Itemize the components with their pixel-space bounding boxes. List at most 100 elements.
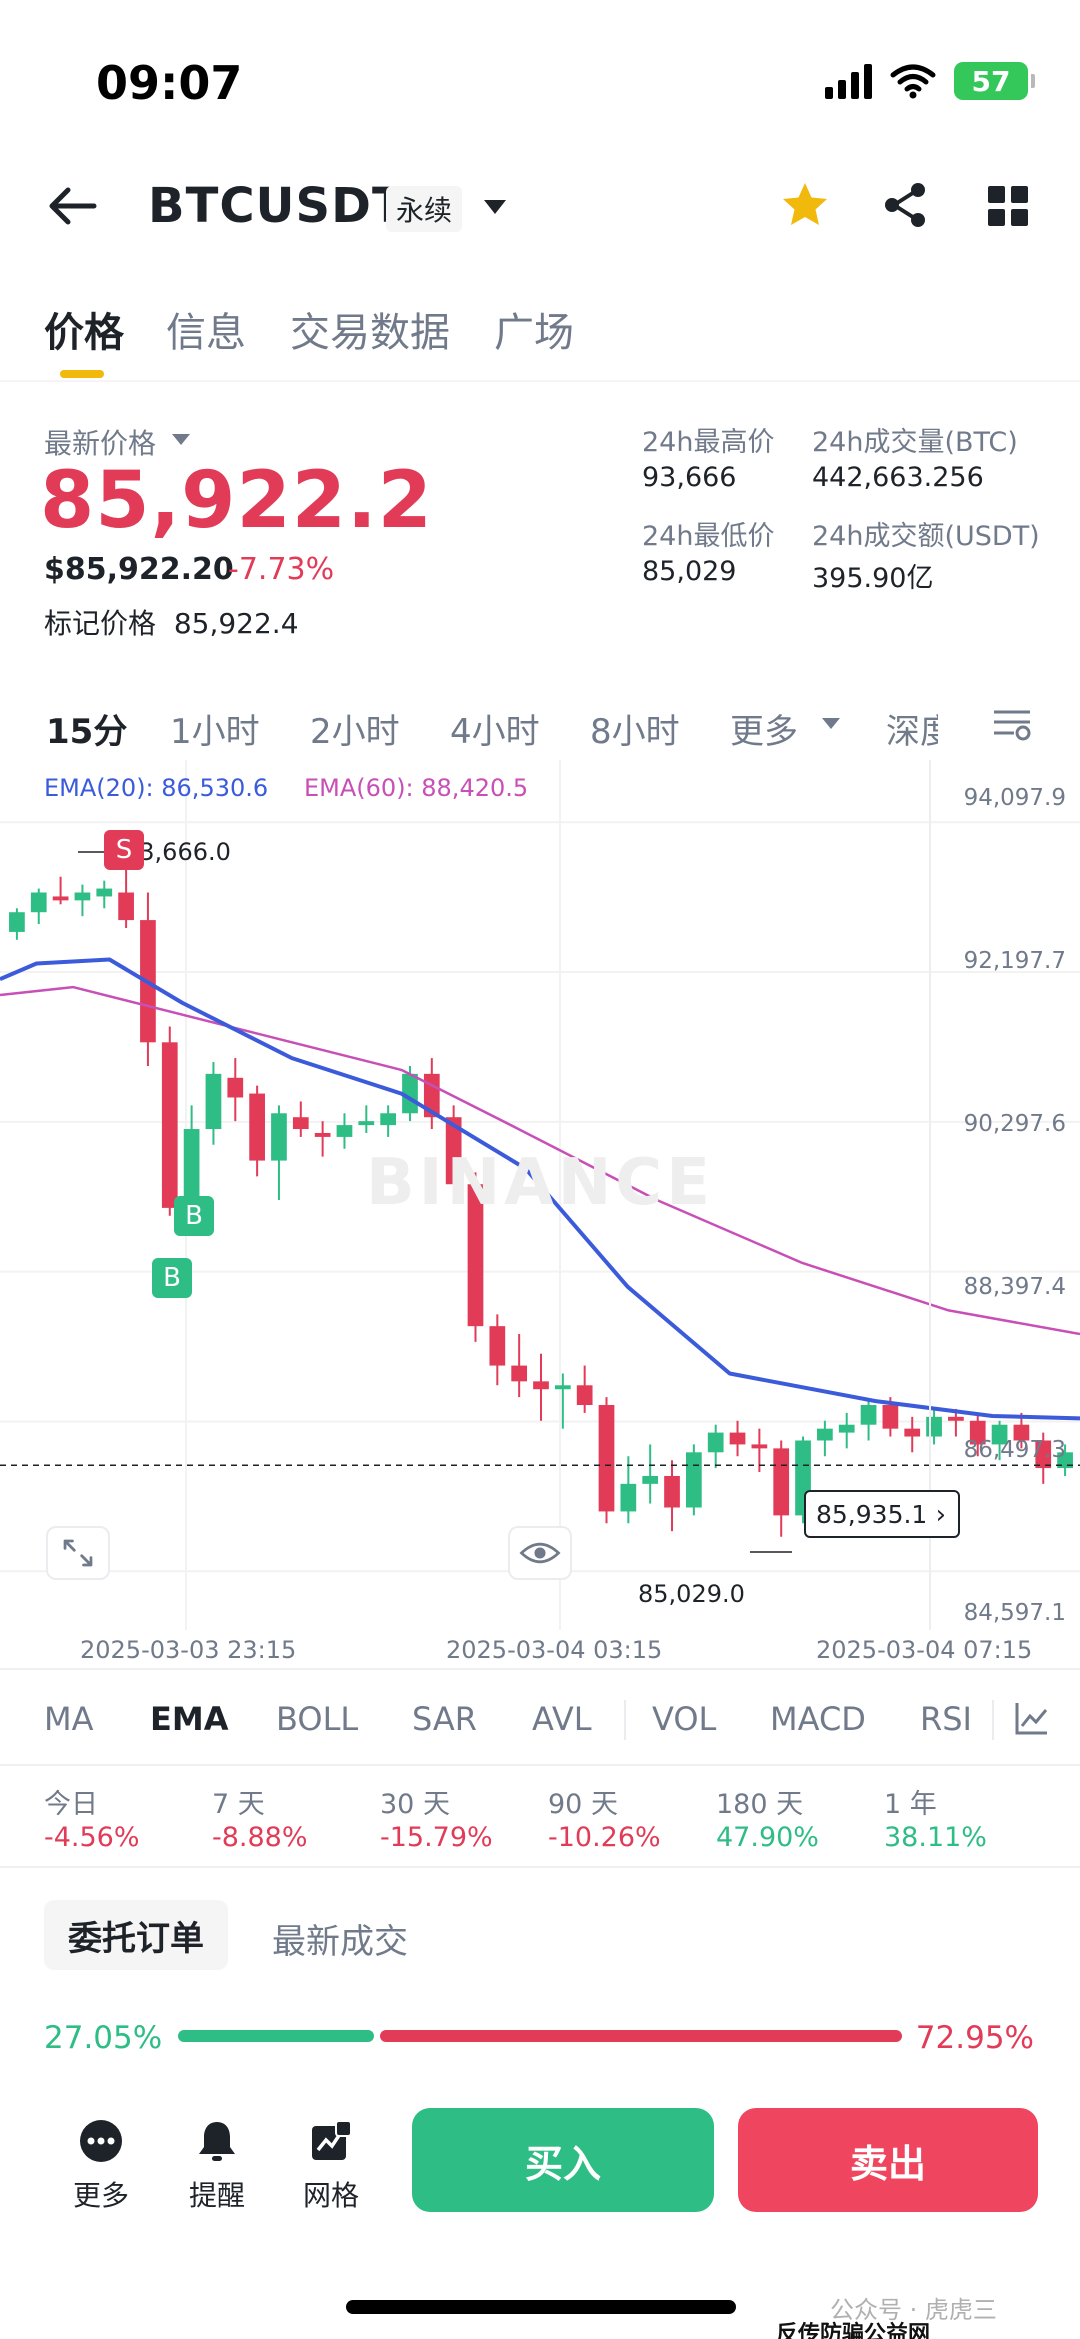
- buy-button[interactable]: 买入: [412, 2108, 714, 2212]
- y-tick: 86,497.3: [963, 1437, 1066, 1463]
- candle-down: [467, 1184, 484, 1327]
- cellular-signal-icon: [825, 63, 872, 99]
- perf-label-1y: 1 年: [884, 1789, 937, 1820]
- alert-button[interactable]: 提醒: [172, 2118, 262, 2214]
- interval-more-dropdown-icon[interactable]: [822, 718, 840, 729]
- eye-icon[interactable]: [508, 1526, 572, 1580]
- candle-up: [685, 1452, 702, 1508]
- candle-up: [926, 1416, 942, 1437]
- y-tick: 92,197.7: [963, 948, 1066, 974]
- sell-button[interactable]: 卖出: [738, 2108, 1038, 2212]
- indicator-ema[interactable]: EMA: [150, 1700, 229, 1738]
- interval-4h[interactable]: 4小时: [450, 712, 540, 752]
- candle-down: [882, 1405, 899, 1429]
- perf-value-180d: 47.90%: [716, 1822, 819, 1853]
- chart-settings-icon[interactable]: [992, 706, 1032, 742]
- indicator-rsi[interactable]: RSI: [920, 1700, 972, 1738]
- candle-down: [227, 1077, 244, 1098]
- interval-more[interactable]: 更多: [730, 712, 798, 752]
- candle-down: [904, 1428, 921, 1437]
- perf-label-7d: 7 天: [212, 1789, 265, 1820]
- indicator-macd[interactable]: MACD: [770, 1700, 866, 1738]
- perf-value-7d: -8.88%: [212, 1822, 308, 1853]
- indicator-vol[interactable]: VOL: [652, 1700, 717, 1738]
- candle-up: [9, 912, 25, 932]
- ema60-line: [0, 985, 1080, 1336]
- status-time: 09:07: [96, 56, 243, 110]
- bell-icon: [199, 2122, 235, 2161]
- interval-1h[interactable]: 1小时: [170, 712, 260, 752]
- buy-marker[interactable]: B: [152, 1258, 192, 1298]
- current-price-tag[interactable]: 85,935.1 ›: [804, 1490, 960, 1538]
- interval-15m[interactable]: 15分: [46, 712, 128, 752]
- mark-price-label: 标记价格: [44, 607, 157, 640]
- indicator-separator: [992, 1700, 994, 1740]
- interval-8h[interactable]: 8小时: [590, 712, 680, 752]
- tab-info[interactable]: 信息: [166, 310, 246, 356]
- indicator-settings-icon[interactable]: [1014, 1700, 1050, 1736]
- grid-trading-icon: [312, 2120, 352, 2160]
- interval-depth[interactable]: 深度: [886, 712, 938, 752]
- grid-trading-button[interactable]: 网格: [286, 2118, 376, 2214]
- candle-down: [598, 1405, 615, 1512]
- candle-up: [358, 1121, 375, 1126]
- buy-ratio-fill: [178, 2030, 374, 2042]
- stat-24h-high-value: 93,666: [642, 462, 737, 493]
- y-tick: 84,597.1: [963, 1600, 1066, 1626]
- interval-2h[interactable]: 2小时: [310, 712, 400, 752]
- candle-down: [489, 1326, 506, 1366]
- candle-up: [642, 1475, 659, 1484]
- indicator-avl[interactable]: AVL: [532, 1700, 592, 1738]
- perf-label-today: 今日: [44, 1789, 98, 1820]
- x-tick: 2025-03-04 07:15: [816, 1636, 1033, 1664]
- more-dots-icon: [80, 2120, 122, 2162]
- tab-open-orders[interactable]: 委托订单: [44, 1900, 228, 1970]
- favorite-star-icon[interactable]: [780, 180, 830, 230]
- candle-down: [314, 1132, 331, 1137]
- perf-value-30d: -15.79%: [380, 1822, 493, 1853]
- symbol-title[interactable]: BTCUSDT: [148, 178, 406, 234]
- indicator-sar[interactable]: SAR: [412, 1700, 478, 1738]
- perf-label-180d: 180 天: [716, 1789, 804, 1820]
- candle-up: [620, 1483, 637, 1512]
- tab-square[interactable]: 广场: [494, 310, 574, 356]
- chevron-right-icon: ›: [935, 1500, 946, 1530]
- mark-price: 标记价格 85,922.4: [44, 602, 299, 642]
- back-arrow-icon[interactable]: [44, 178, 100, 234]
- divider: [0, 380, 1080, 382]
- buy-ratio-percent: 27.05%: [44, 2020, 163, 2056]
- low-price-annotation: 85,029.0: [638, 1580, 745, 1608]
- stat-24h-turnover-value: 395.90亿: [812, 563, 934, 594]
- last-price-label[interactable]: 最新价格: [44, 427, 157, 460]
- candle-down: [1035, 1440, 1052, 1469]
- candle-down: [423, 1073, 440, 1118]
- more-button[interactable]: 更多: [56, 2118, 146, 2214]
- candle-up: [205, 1073, 222, 1130]
- tab-underline: [60, 370, 104, 378]
- indicator-separator: [624, 1700, 626, 1740]
- symbol-dropdown-icon[interactable]: [484, 200, 506, 214]
- footer-watermark: 公众号 · 虎虎三: [830, 2296, 997, 2324]
- grid-menu-icon[interactable]: [986, 184, 1030, 228]
- candle-up: [1057, 1452, 1073, 1469]
- buy-marker[interactable]: B: [174, 1196, 214, 1236]
- indicator-boll[interactable]: BOLL: [276, 1700, 359, 1738]
- mark-price-value: 85,922.4: [173, 607, 299, 640]
- candle-down: [292, 1117, 309, 1130]
- divider: [0, 1866, 1080, 1868]
- tab-trading-data[interactable]: 交易数据: [290, 310, 450, 356]
- last-price-dropdown-icon[interactable]: [172, 434, 190, 445]
- fullscreen-expand-icon[interactable]: [46, 1526, 110, 1580]
- candle-down: [576, 1385, 593, 1405]
- tab-recent-trades[interactable]: 最新成交: [272, 1922, 408, 1962]
- share-icon[interactable]: [880, 180, 930, 230]
- x-tick: 2025-03-04 03:15: [446, 1636, 663, 1664]
- candle-down: [729, 1432, 746, 1445]
- tab-price[interactable]: 价格: [44, 310, 124, 356]
- candle-up: [380, 1113, 397, 1126]
- divider: [0, 1668, 1080, 1670]
- indicator-ma[interactable]: MA: [44, 1700, 94, 1738]
- candle-up: [336, 1125, 353, 1137]
- grid-label: 网格: [302, 2179, 359, 2212]
- sell-marker[interactable]: S: [104, 830, 144, 870]
